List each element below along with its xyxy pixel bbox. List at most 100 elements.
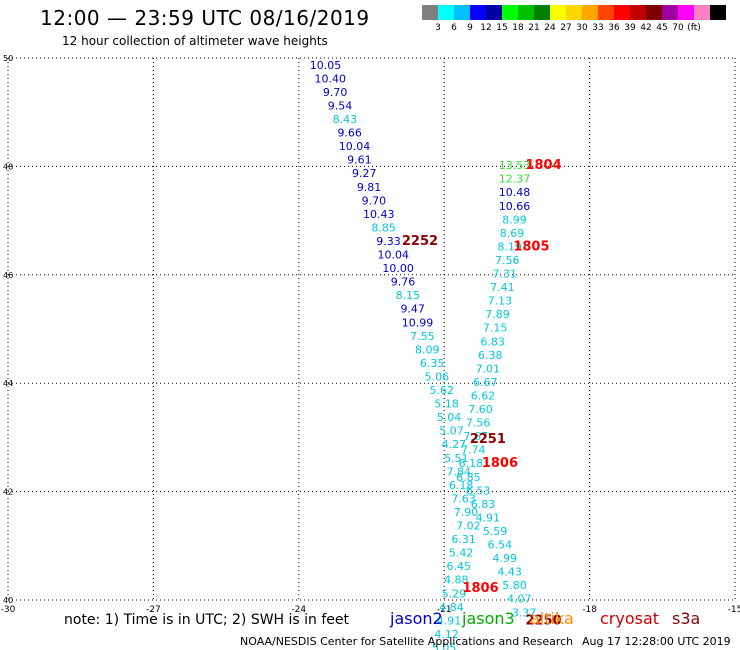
legend-swatch xyxy=(694,5,710,20)
legend-swatch xyxy=(422,5,438,20)
wave-height-label: 7.15 xyxy=(483,322,508,335)
wave-height-label: 6.31 xyxy=(451,533,476,546)
legend-label: 18 xyxy=(512,23,524,33)
footer-note: note: 1) Time is in UTC; 2) SWH is in fe… xyxy=(64,612,350,628)
legend-swatch xyxy=(662,5,678,20)
wave-height-label: 9.61 xyxy=(347,154,372,167)
wave-height-label: 6.83 xyxy=(480,335,505,348)
wave-height-label: 4.07 xyxy=(507,593,532,606)
wave-height-label: 5.51 xyxy=(444,452,469,465)
legend-swatch xyxy=(518,5,534,20)
sat-label-altika: altika xyxy=(530,609,574,628)
wave-height-label: 9.70 xyxy=(362,194,387,207)
y-tick-label: 46 xyxy=(3,271,13,280)
wave-height-label: 4.88 xyxy=(444,574,469,587)
wave-height-label: 9.66 xyxy=(337,127,362,140)
wave-height-label: 6.85 xyxy=(456,471,481,484)
wave-height-label: 4.27 xyxy=(442,438,467,451)
wave-height-label: 7.41 xyxy=(490,281,515,294)
legend-swatch xyxy=(598,5,614,20)
pass-time-label: 1805 xyxy=(513,239,549,254)
x-tick-label: -21 xyxy=(437,605,452,615)
wave-height-label: 10.04 xyxy=(378,249,410,262)
legend-label: 27 xyxy=(560,23,572,33)
wave-height-label: 9.33 xyxy=(376,235,401,248)
legend-swatch xyxy=(486,5,502,20)
wave-height-label: 6.38 xyxy=(478,349,503,362)
wave-height-label: 6.62 xyxy=(471,389,496,402)
wave-height-label: 6.18 xyxy=(459,457,484,470)
wave-height-label: 10.04 xyxy=(339,140,371,153)
wave-height-label: 7.13 xyxy=(488,295,513,308)
wave-height-label: 7.02 xyxy=(456,520,481,533)
wave-height-label: 10.40 xyxy=(315,72,347,85)
wave-height-label: 4.91 xyxy=(437,614,462,627)
wave-height-label: 8.85 xyxy=(371,221,396,234)
wave-height-label: 6.83 xyxy=(471,498,496,511)
wave-height-label: 7.89 xyxy=(485,308,510,321)
pass-time-label: 1804 xyxy=(525,158,561,173)
wave-height-label: 7.56 xyxy=(466,417,491,430)
legend-swatch xyxy=(710,5,726,20)
wave-height-label: 7.55 xyxy=(410,330,435,343)
wave-height-label: 12.37 xyxy=(499,173,531,186)
legend-swatch xyxy=(678,5,694,20)
legend-swatch xyxy=(534,5,550,20)
pass-time-label: 1806 xyxy=(462,581,498,596)
legend-swatch xyxy=(550,5,566,20)
wave-height-label: 6.45 xyxy=(446,560,471,573)
wave-height-label: 8.15 xyxy=(396,289,421,302)
chart-subtitle: 12 hour collection of altimeter wave hei… xyxy=(62,34,328,48)
wave-height-label: 4.99 xyxy=(493,552,518,565)
wave-height-label: 9.27 xyxy=(352,167,377,180)
x-tick-label: -18 xyxy=(582,605,597,615)
wave-height-label: 5.29 xyxy=(442,587,467,600)
wave-height-label: 9.47 xyxy=(400,303,425,316)
legend-label: (ft) xyxy=(687,23,701,33)
wave-height-label: 3.37 xyxy=(512,606,537,619)
wave-height-label: 4.84 xyxy=(439,601,464,614)
wave-height-label: 7.67 xyxy=(463,430,488,443)
wave-height-label: 9.54 xyxy=(328,99,353,112)
sat-label-jason3: jason3 xyxy=(462,609,515,628)
wave-height-label: 8.19 xyxy=(497,240,522,253)
sat-label-cryosat: cryosat xyxy=(600,609,660,628)
legend-label: 33 xyxy=(592,23,604,33)
y-tick-label: 50 xyxy=(3,54,13,63)
wave-height-label: 6.35 xyxy=(420,357,445,370)
x-tick-label: -30 xyxy=(1,605,16,615)
wave-height-label: 5.05 xyxy=(432,641,457,650)
wave-height-label: 10.05 xyxy=(310,59,342,72)
y-tick-label: 40 xyxy=(3,596,13,605)
sat-label-s3a: s3a xyxy=(672,609,701,628)
legend-label: 15 xyxy=(496,23,508,33)
chart-title: 12:00 — 23:59 UTC 08/16/2019 xyxy=(40,6,370,30)
wave-height-label: 7.74 xyxy=(461,444,486,457)
legend-label: 30 xyxy=(576,23,588,33)
wave-height-label: 7.60 xyxy=(468,403,493,416)
legend-swatch xyxy=(438,5,454,20)
wave-height-label: 9.81 xyxy=(357,181,382,194)
wave-height-label: 6.54 xyxy=(488,539,513,552)
y-tick-label: 48 xyxy=(3,162,13,171)
wave-height-label: 5.04 xyxy=(437,411,462,424)
legend-label: 45 xyxy=(656,23,668,33)
wave-height-label: 8.09 xyxy=(415,343,440,356)
wave-height-label: 10.00 xyxy=(382,262,414,275)
legend-swatch xyxy=(502,5,518,20)
legend-swatch xyxy=(470,5,486,20)
wave-height-label: 5.07 xyxy=(439,425,464,438)
wave-height-label: 6.18 xyxy=(449,479,474,492)
legend-label: 24 xyxy=(544,23,556,33)
y-tick-label: 44 xyxy=(3,379,13,388)
wave-height-label: 13.53 xyxy=(499,159,531,172)
legend-label: 36 xyxy=(608,23,620,33)
wave-height-label: 9.70 xyxy=(323,86,348,99)
wave-height-label: 5.42 xyxy=(449,547,474,560)
legend-swatch xyxy=(630,5,646,20)
legend-swatch xyxy=(566,5,582,20)
wave-height-label: 10.48 xyxy=(499,186,531,199)
credit-text: NOAA/NESDIS Center for Satellite Applica… xyxy=(240,635,574,648)
wave-height-label: 9.76 xyxy=(391,276,416,289)
